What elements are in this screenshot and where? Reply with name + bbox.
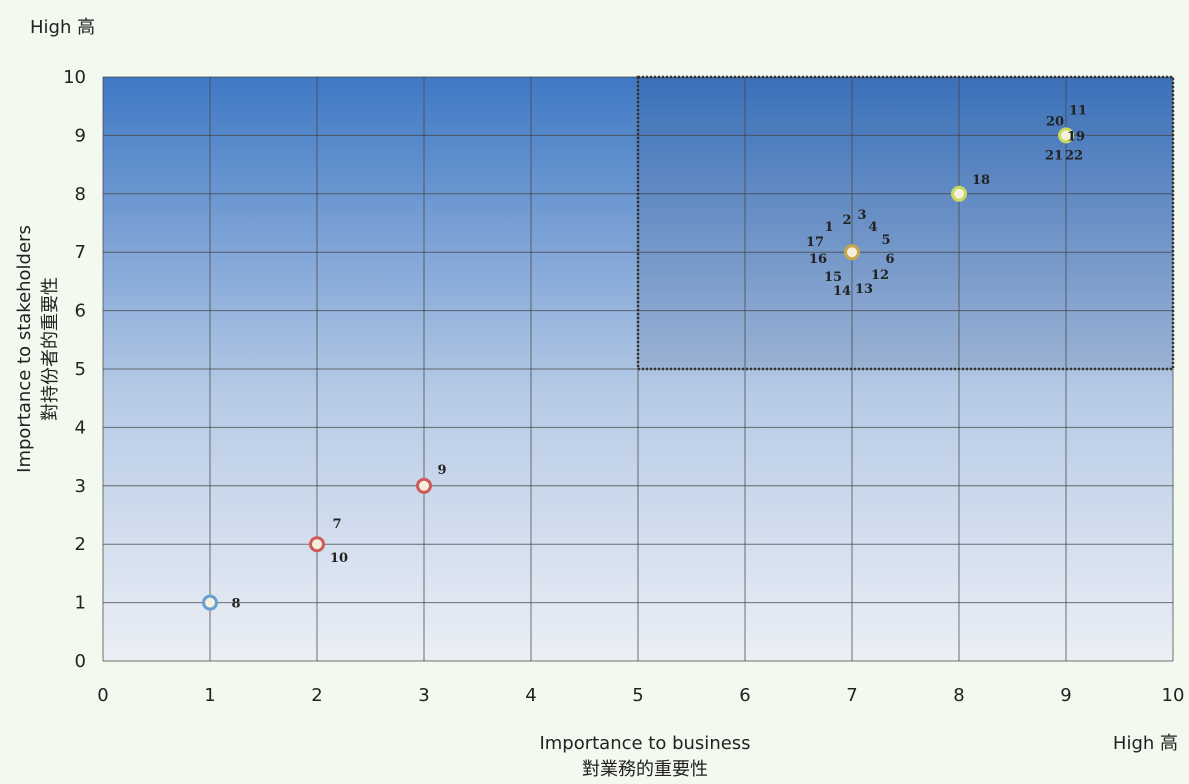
y-tick-label: 0 bbox=[75, 651, 86, 672]
data-point-group: 9 bbox=[416, 463, 447, 494]
data-point-label: 10 bbox=[330, 551, 348, 566]
data-point-marker bbox=[202, 594, 218, 611]
data-point-label: 13 bbox=[855, 282, 873, 297]
data-point-label: 21 bbox=[1045, 148, 1063, 163]
data-point-label: 5 bbox=[881, 233, 890, 248]
data-point-label: 7 bbox=[332, 517, 341, 532]
x-tick-label: 7 bbox=[846, 685, 857, 706]
data-point-label: 18 bbox=[972, 173, 990, 188]
x-tick-label: 3 bbox=[418, 685, 429, 706]
data-point-label: 20 bbox=[1046, 114, 1064, 129]
data-point-label: 11 bbox=[1069, 103, 1087, 118]
data-point-label: 16 bbox=[809, 252, 827, 267]
data-point-label: 2 bbox=[842, 213, 851, 228]
y-tick-label: 9 bbox=[75, 125, 86, 146]
x-tick-label: 5 bbox=[632, 685, 643, 706]
data-point-label: 17 bbox=[806, 235, 824, 250]
data-point-group: 8 bbox=[202, 594, 241, 612]
y-axis-title-zh: 對持份者的重要性 bbox=[40, 277, 61, 421]
x-tick-label: 2 bbox=[311, 685, 322, 706]
x-tick-label: 6 bbox=[739, 685, 750, 706]
y-tick-label: 10 bbox=[63, 67, 86, 88]
y-tick-label: 2 bbox=[75, 534, 86, 555]
data-point-marker bbox=[1058, 127, 1074, 144]
data-point-label: 14 bbox=[833, 284, 851, 299]
y-tick-label: 6 bbox=[75, 301, 86, 322]
y-tick-label: 3 bbox=[75, 476, 86, 497]
data-point-marker bbox=[416, 477, 432, 494]
x-axis-title: Importance to business bbox=[539, 733, 750, 754]
data-point-label: 9 bbox=[437, 463, 446, 478]
highlight-region-shade bbox=[638, 77, 1173, 369]
data-point-group: 18 bbox=[951, 173, 990, 202]
x-tick-label: 8 bbox=[953, 685, 964, 706]
x-tick-label: 4 bbox=[525, 685, 536, 706]
x-tick-label: 10 bbox=[1162, 685, 1185, 706]
data-point-label: 12 bbox=[871, 268, 889, 283]
data-point-marker bbox=[951, 185, 967, 202]
y-tick-label: 7 bbox=[75, 242, 86, 263]
y-axis-title: Importance to stakeholders bbox=[14, 225, 35, 473]
x-high-label: High 高 bbox=[1113, 733, 1178, 754]
y-tick-label: 5 bbox=[75, 359, 86, 380]
highlight-region-border bbox=[636, 75, 1175, 371]
x-axis-ticks: 0 1 2 3 4 5 6 7 8 9 10 bbox=[97, 685, 1184, 706]
y-high-label: High 高 bbox=[30, 17, 95, 38]
data-point-label: 8 bbox=[231, 597, 240, 612]
y-tick-label: 4 bbox=[75, 417, 86, 438]
x-tick-label: 0 bbox=[97, 685, 108, 706]
x-axis-title-zh: 對業務的重要性 bbox=[582, 759, 708, 780]
data-point-label: 3 bbox=[857, 208, 866, 223]
x-tick-label: 9 bbox=[1060, 685, 1071, 706]
data-point-label: 19 bbox=[1067, 129, 1085, 144]
x-tick-label: 1 bbox=[204, 685, 215, 706]
data-point-label: 15 bbox=[824, 270, 842, 285]
y-tick-label: 1 bbox=[75, 593, 86, 614]
data-point-marker bbox=[309, 536, 325, 553]
data-point-label: 6 bbox=[885, 252, 894, 267]
data-point-label: 22 bbox=[1065, 148, 1083, 163]
data-point-group: 7 10 bbox=[309, 517, 348, 566]
y-axis-ticks: 0 1 2 3 4 5 6 7 8 9 10 bbox=[63, 67, 86, 672]
data-point-marker bbox=[844, 244, 860, 261]
data-point-label: 4 bbox=[868, 220, 877, 235]
y-tick-label: 8 bbox=[75, 184, 86, 205]
data-point-label: 1 bbox=[824, 220, 833, 235]
